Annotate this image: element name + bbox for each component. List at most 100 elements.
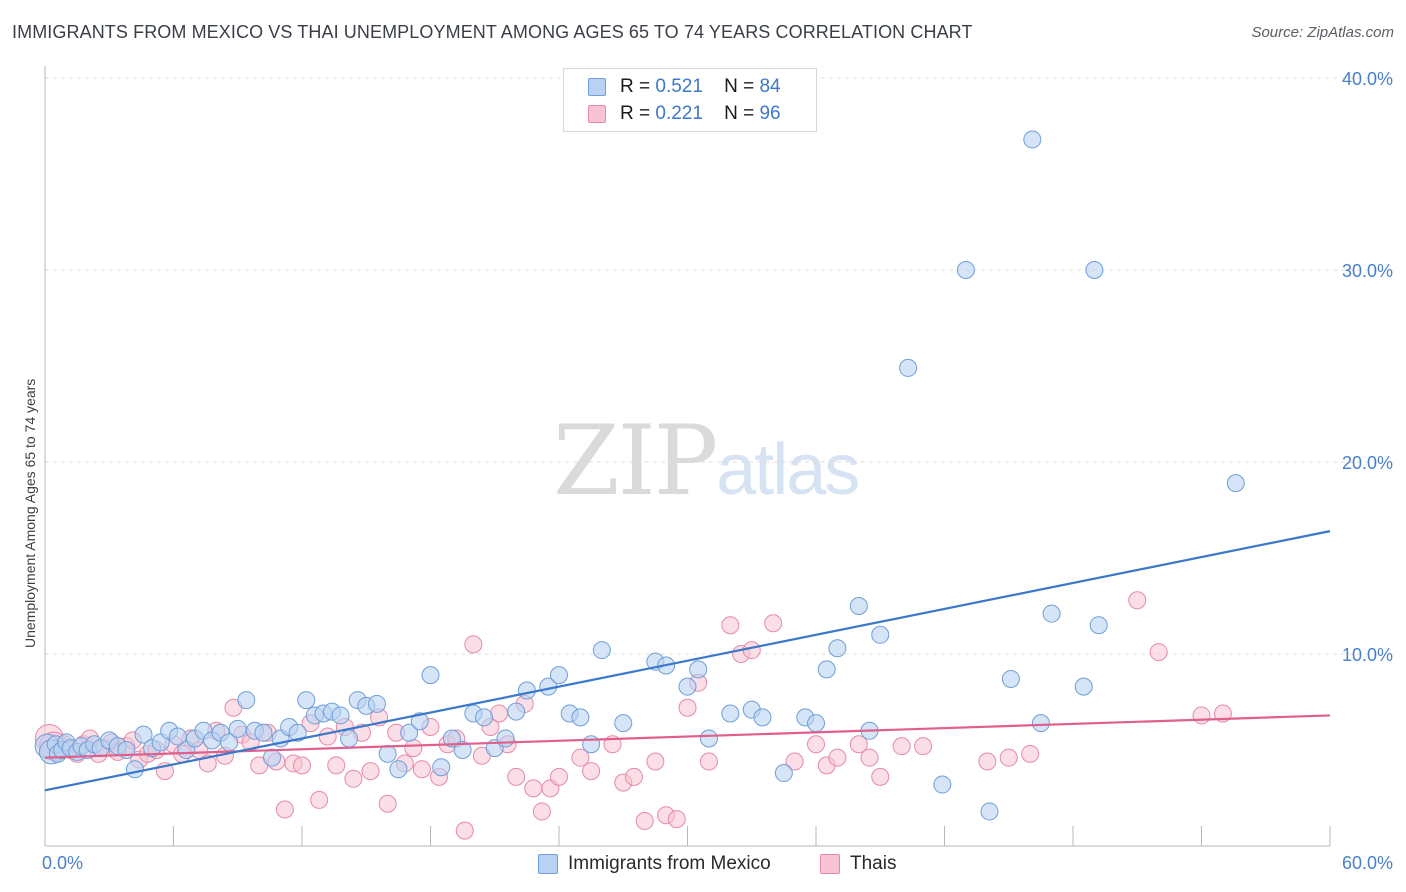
mexico-points bbox=[34, 130, 1245, 821]
point-mexico bbox=[331, 706, 350, 725]
point-mexico bbox=[1074, 677, 1093, 696]
point-thais bbox=[1149, 643, 1168, 662]
point-thais bbox=[464, 635, 483, 654]
point-thais bbox=[860, 748, 879, 767]
legend-n-value-mexico: 84 bbox=[759, 76, 781, 97]
point-mexico bbox=[263, 748, 282, 767]
legend-row-mexico: R = 0.521 N = 84 bbox=[588, 75, 781, 99]
legend-bottom-swatch-thais bbox=[820, 854, 840, 874]
point-mexico bbox=[871, 625, 890, 644]
point-mexico bbox=[753, 708, 772, 727]
point-mexico bbox=[228, 719, 247, 738]
point-mexico bbox=[367, 694, 386, 713]
legend-bottom-label-mexico: Immigrants from Mexico bbox=[568, 853, 771, 874]
point-thais bbox=[455, 821, 474, 840]
legend-n-label: N = bbox=[724, 103, 755, 124]
legend-r-label: R = bbox=[620, 103, 651, 124]
point-mexico bbox=[1042, 604, 1061, 623]
point-mexico bbox=[1226, 474, 1245, 493]
point-mexico bbox=[980, 802, 999, 821]
x-tick-label: 0.0% bbox=[42, 853, 83, 873]
chart-title: IMMIGRANTS FROM MEXICO VS THAI UNEMPLOYM… bbox=[12, 22, 973, 42]
point-thais bbox=[318, 727, 337, 746]
point-mexico bbox=[410, 712, 429, 731]
point-thais bbox=[1192, 706, 1211, 725]
point-thais bbox=[635, 812, 654, 831]
tick-labels: 10.0% 20.0% 30.0% 40.0% 0.0% 60.0% bbox=[42, 69, 1393, 873]
point-thais bbox=[532, 802, 551, 821]
point-thais bbox=[361, 762, 380, 781]
legend-stats: R = 0.521 N = 84 R = 0.221 N = 96 bbox=[563, 68, 817, 132]
point-thais bbox=[582, 762, 601, 781]
point-thais bbox=[1128, 591, 1147, 610]
legend-item-mexico[interactable]: Immigrants from Mexico bbox=[538, 852, 771, 876]
y-tick-label: 40.0% bbox=[1342, 69, 1393, 89]
point-mexico bbox=[1031, 714, 1050, 733]
point-mexico bbox=[689, 660, 708, 679]
legend-r-value-thais: 0.221 bbox=[655, 103, 703, 124]
point-mexico bbox=[721, 704, 740, 723]
point-mexico bbox=[933, 775, 952, 794]
point-thais bbox=[914, 737, 933, 756]
point-mexico bbox=[614, 714, 633, 733]
x-tick-label: 60.0% bbox=[1342, 853, 1393, 873]
point-thais bbox=[978, 752, 997, 771]
point-mexico bbox=[1085, 261, 1104, 279]
point-thais bbox=[871, 767, 890, 786]
legend-swatch-mexico bbox=[588, 78, 606, 96]
point-mexico bbox=[254, 723, 273, 742]
point-thais bbox=[1021, 744, 1040, 763]
point-mexico bbox=[400, 723, 419, 742]
point-mexico bbox=[237, 691, 256, 710]
point-thais bbox=[999, 748, 1018, 767]
point-mexico bbox=[507, 702, 526, 721]
point-thais bbox=[721, 616, 740, 635]
point-mexico bbox=[340, 729, 359, 748]
y-tick-label: 10.0% bbox=[1342, 645, 1393, 665]
legend-swatch-thais bbox=[588, 105, 606, 123]
point-mexico bbox=[817, 660, 836, 679]
point-thais bbox=[571, 748, 590, 767]
point-thais bbox=[524, 779, 543, 798]
point-mexico bbox=[956, 261, 975, 279]
point-mexico bbox=[1023, 130, 1042, 149]
point-mexico bbox=[432, 758, 451, 777]
point-thais bbox=[378, 794, 397, 813]
point-mexico bbox=[807, 714, 825, 733]
trend-lines bbox=[44, 530, 1331, 792]
point-mexico bbox=[774, 764, 793, 783]
point-thais bbox=[344, 769, 363, 788]
point-mexico bbox=[496, 729, 515, 748]
trend-line-thais bbox=[44, 714, 1331, 759]
point-mexico bbox=[1089, 616, 1108, 635]
grid-lines bbox=[45, 77, 1390, 655]
point-mexico bbox=[592, 641, 611, 660]
point-mexico bbox=[678, 677, 697, 696]
legend-item-thais[interactable]: Thais bbox=[820, 852, 896, 876]
point-thais bbox=[412, 760, 431, 779]
point-thais bbox=[507, 767, 526, 786]
point-thais bbox=[293, 756, 311, 775]
point-thais bbox=[849, 735, 868, 754]
point-mexico bbox=[134, 725, 153, 744]
legend-row-thais: R = 0.221 N = 96 bbox=[588, 102, 781, 126]
legend-r-value-mexico: 0.521 bbox=[655, 76, 703, 97]
point-mexico bbox=[849, 597, 868, 615]
point-mexico bbox=[125, 760, 144, 779]
legend-bottom-label-thais: Thais bbox=[850, 853, 897, 874]
point-thais bbox=[678, 698, 697, 717]
point-thais bbox=[646, 752, 665, 771]
y-tick-label: 30.0% bbox=[1342, 261, 1393, 281]
point-mexico bbox=[453, 741, 472, 759]
point-thais bbox=[327, 756, 346, 775]
point-mexico bbox=[1001, 669, 1020, 688]
point-thais bbox=[699, 752, 718, 771]
point-mexico bbox=[421, 666, 440, 685]
point-mexico bbox=[582, 735, 601, 754]
watermark-zip: ZIP bbox=[553, 405, 718, 517]
y-tick-label: 20.0% bbox=[1342, 453, 1393, 473]
point-mexico bbox=[550, 666, 568, 685]
point-thais bbox=[807, 735, 825, 754]
legend-r-label: R = bbox=[620, 76, 651, 97]
axes bbox=[44, 66, 1331, 847]
